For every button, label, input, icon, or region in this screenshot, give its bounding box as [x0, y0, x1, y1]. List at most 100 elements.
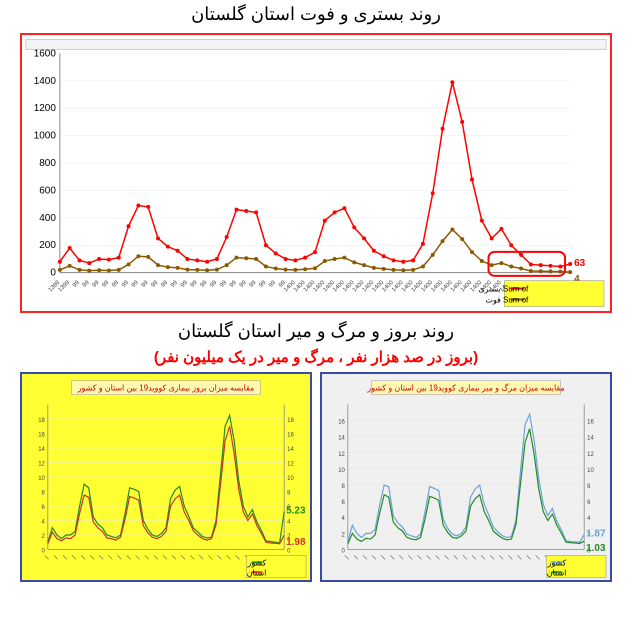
svg-text:10: 10 [587, 468, 594, 474]
svg-text:|: | [390, 555, 396, 561]
svg-text:99: 99 [92, 279, 101, 288]
svg-text:6: 6 [342, 500, 346, 506]
bottom-right-chart: مقایسه میزان مرگ و میر بیماری کووید19 بی… [320, 372, 612, 582]
svg-text:|: | [208, 555, 214, 561]
bottom-title: روند بروز و مرگ و میر استان گلستان [0, 317, 632, 346]
svg-text:14: 14 [38, 447, 45, 453]
svg-text:99: 99 [82, 279, 91, 288]
svg-text:99: 99 [131, 279, 140, 288]
svg-text:16: 16 [587, 420, 594, 426]
svg-text:|: | [472, 555, 478, 561]
svg-text:8: 8 [342, 484, 346, 490]
svg-text:|: | [426, 555, 432, 561]
svg-text:12: 12 [38, 461, 45, 467]
svg-text:800: 800 [39, 158, 56, 169]
svg-text:99: 99 [190, 279, 199, 288]
svg-text:|: | [135, 555, 141, 561]
svg-text:|: | [217, 555, 223, 561]
svg-text:1.87: 1.87 [586, 528, 606, 539]
svg-text:8: 8 [42, 490, 46, 496]
svg-text:|: | [354, 555, 360, 561]
svg-text:4: 4 [342, 516, 346, 522]
svg-text:کشور: کشور [547, 558, 567, 567]
svg-text:14: 14 [287, 447, 294, 453]
svg-text:99: 99 [150, 279, 159, 288]
svg-text:99: 99 [180, 279, 189, 288]
svg-text:12: 12 [587, 452, 594, 458]
svg-text:استان: استان [547, 568, 567, 577]
svg-text:|: | [399, 555, 405, 561]
svg-text:14: 14 [338, 436, 345, 442]
svg-text:|: | [44, 555, 50, 561]
svg-text:99: 99 [249, 279, 258, 288]
top-chart-svg: 0200400600800100012001400160013981399999… [22, 35, 610, 311]
bottom-subtitle: (بروز در صد هزار نفر ، مرگ و میر در یک م… [0, 346, 632, 368]
svg-text:99: 99 [101, 279, 110, 288]
svg-text:99: 99 [121, 279, 130, 288]
svg-text:|: | [526, 555, 532, 561]
svg-text:99: 99 [160, 279, 169, 288]
svg-text:10: 10 [38, 476, 45, 482]
top-chart: 0200400600800100012001400160013981399999… [20, 33, 612, 313]
svg-text:|: | [463, 555, 469, 561]
svg-text:99: 99 [239, 279, 248, 288]
svg-text:استان: استان [247, 568, 267, 577]
svg-text:|: | [408, 555, 414, 561]
svg-text:مقایسه میزان بروز بیماری کووید: مقایسه میزان بروز بیماری کووید19 بین است… [77, 384, 255, 393]
svg-text:10: 10 [287, 476, 294, 482]
svg-text:18: 18 [38, 418, 45, 424]
svg-text:1.03: 1.03 [586, 543, 606, 554]
svg-text:6: 6 [587, 500, 591, 506]
svg-text:|: | [344, 555, 350, 561]
svg-text:2: 2 [342, 532, 345, 538]
svg-text:مقایسه میزان مرگ و میر بیماری: مقایسه میزان مرگ و میر بیماری کووید19 بی… [366, 383, 564, 393]
svg-text:|: | [181, 555, 187, 561]
svg-text:1200: 1200 [34, 103, 57, 114]
svg-text:16: 16 [287, 432, 294, 438]
svg-text:0: 0 [342, 548, 346, 554]
svg-text:99: 99 [170, 279, 179, 288]
page-root: روند بستری و فوت استان گلستان 0200400600… [0, 0, 632, 640]
top-chart-title: روند بستری و فوت استان گلستان [0, 0, 632, 29]
svg-text:99: 99 [200, 279, 209, 288]
svg-text:|: | [199, 555, 205, 561]
svg-text:|: | [435, 555, 441, 561]
svg-text:|: | [108, 555, 114, 561]
svg-text:|: | [54, 555, 60, 561]
svg-text:|: | [172, 555, 178, 561]
svg-text:|: | [454, 555, 460, 561]
bottom-left-svg: مقایسه میزان بروز بیماری کووید19 بین است… [22, 374, 310, 580]
svg-text:6: 6 [42, 505, 46, 511]
svg-text:|: | [126, 555, 132, 561]
svg-text:99: 99 [209, 279, 218, 288]
svg-text:0: 0 [42, 548, 46, 554]
svg-text:99: 99 [268, 279, 277, 288]
svg-text:18: 18 [287, 418, 294, 424]
svg-text:|: | [144, 555, 150, 561]
bottom-chart-row: مقایسه میزان بروز بیماری کووید19 بین است… [20, 372, 612, 582]
svg-text:|: | [499, 555, 505, 561]
svg-text:63: 63 [574, 258, 586, 269]
svg-text:|: | [417, 555, 423, 561]
bottom-right-svg: مقایسه میزان مرگ و میر بیماری کووید19 بی… [322, 374, 610, 580]
svg-text:|: | [363, 555, 369, 561]
svg-text:|: | [81, 555, 87, 561]
svg-text:|: | [154, 555, 160, 561]
svg-text:8: 8 [587, 484, 591, 490]
svg-text:|: | [444, 555, 450, 561]
svg-text:1400: 1400 [34, 76, 57, 87]
svg-text:12: 12 [287, 461, 294, 467]
svg-text:1600: 1600 [34, 48, 57, 59]
svg-text:12: 12 [338, 452, 345, 458]
svg-text:|: | [481, 555, 487, 561]
svg-text:16: 16 [338, 420, 345, 426]
svg-text:|: | [72, 555, 78, 561]
svg-text:|: | [235, 555, 241, 561]
svg-text:|: | [535, 555, 541, 561]
svg-text:99: 99 [229, 279, 238, 288]
svg-text:99: 99 [72, 279, 81, 288]
svg-text:|: | [90, 555, 96, 561]
svg-text:2: 2 [42, 534, 45, 540]
svg-text:|: | [190, 555, 196, 561]
svg-text:Sum of فوت: Sum of فوت [485, 296, 529, 305]
